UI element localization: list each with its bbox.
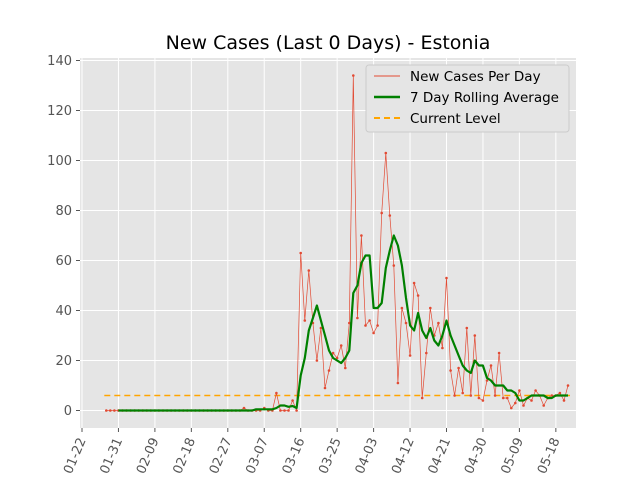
new-cases-point (392, 264, 396, 267)
new-cases-point (360, 234, 363, 237)
new-cases-point (372, 331, 375, 335)
new-cases-point (518, 389, 521, 392)
y-tick-label: 40 (55, 304, 72, 319)
new-cases-point (291, 399, 294, 402)
new-cases-point (396, 381, 400, 385)
new-cases-point (441, 346, 444, 350)
new-cases-point (566, 384, 570, 387)
new-cases-point (356, 316, 359, 320)
new-cases-point (364, 324, 367, 327)
new-cases-point (331, 351, 335, 355)
new-cases-point (388, 214, 392, 217)
new-cases-point (242, 406, 246, 410)
new-cases-point (319, 326, 323, 330)
new-cases-point (295, 409, 298, 412)
new-cases-point (307, 269, 311, 272)
y-tick-label: 60 (55, 254, 72, 269)
y-axis: 0 20 40 60 80 100 120 140 (47, 54, 80, 419)
new-cases-point (457, 366, 460, 370)
new-cases-point (283, 409, 286, 412)
new-cases-point (429, 306, 432, 310)
legend: New Cases Per Day 7 Day Rolling Average … (365, 64, 570, 133)
new-cases-point (522, 404, 525, 407)
new-cases-point (530, 399, 533, 402)
new-cases-point (327, 369, 331, 372)
new-cases-point (506, 396, 509, 400)
new-cases-point (542, 404, 545, 407)
new-cases-point (323, 386, 327, 390)
y-tick-label: 140 (47, 54, 72, 69)
new-cases-point (501, 396, 505, 400)
legend-label-rolling-average: 7 Day Rolling Average (410, 90, 559, 106)
new-cases-point (408, 354, 412, 357)
new-cases-point (412, 281, 416, 285)
y-tick-label: 20 (55, 354, 72, 369)
new-cases-point (287, 409, 290, 412)
new-cases-point (481, 399, 485, 402)
legend-label-current-level: Current Level (410, 111, 501, 127)
series-layer (104, 74, 570, 412)
new-cases-point (437, 321, 440, 325)
new-cases-point (384, 151, 388, 155)
new-cases-point (420, 396, 424, 400)
new-cases-point (315, 359, 319, 362)
new-cases-point (335, 356, 339, 360)
new-cases-point (344, 366, 347, 370)
new-cases-point (477, 396, 481, 400)
new-cases-point (558, 391, 562, 395)
legend-box (365, 64, 570, 133)
y-tick-label: 100 (47, 154, 72, 169)
new-cases-point (465, 326, 469, 330)
new-cases-point (473, 334, 477, 337)
new-cases-point (485, 379, 489, 382)
new-cases-point (303, 319, 307, 322)
new-cases-point (493, 394, 497, 397)
new-cases-point (275, 391, 278, 395)
y-tick-label: 80 (55, 204, 72, 219)
new-cases-point (562, 399, 566, 402)
new-cases-point (299, 251, 303, 255)
new-cases-point (449, 369, 452, 372)
new-cases-point (400, 306, 404, 310)
new-cases-point (352, 74, 355, 77)
chart-title: New Cases (Last 0 Days) - Estonia (166, 32, 491, 54)
new-cases-point (489, 364, 493, 367)
new-cases-point (425, 351, 428, 355)
new-cases-point (461, 391, 465, 395)
legend-label-new-cases: New Cases Per Day (410, 69, 541, 85)
rolling-average-line (118, 234, 568, 412)
new-cases-point (376, 324, 379, 327)
new-cases-point (109, 409, 112, 412)
new-cases-point (469, 394, 473, 397)
new-cases-point (510, 406, 513, 410)
new-cases-point (534, 389, 537, 392)
new-cases-point (453, 394, 456, 397)
new-cases-point (279, 409, 282, 412)
new-cases-point (497, 351, 501, 355)
new-cases-point (416, 294, 420, 297)
new-cases-point (368, 319, 371, 322)
new-cases-point (404, 321, 408, 325)
y-tick-label: 0 (64, 404, 72, 419)
new-cases-point (113, 409, 116, 412)
new-cases-point (105, 409, 108, 412)
new-cases-point (380, 211, 384, 215)
gridlines (80, 58, 576, 428)
y-tick-label: 120 (47, 104, 72, 119)
new-cases-point (348, 321, 351, 325)
new-cases-point (445, 276, 448, 280)
new-cases-point (339, 344, 343, 347)
new-cases-point (514, 401, 517, 405)
new-cases-point (550, 394, 554, 397)
